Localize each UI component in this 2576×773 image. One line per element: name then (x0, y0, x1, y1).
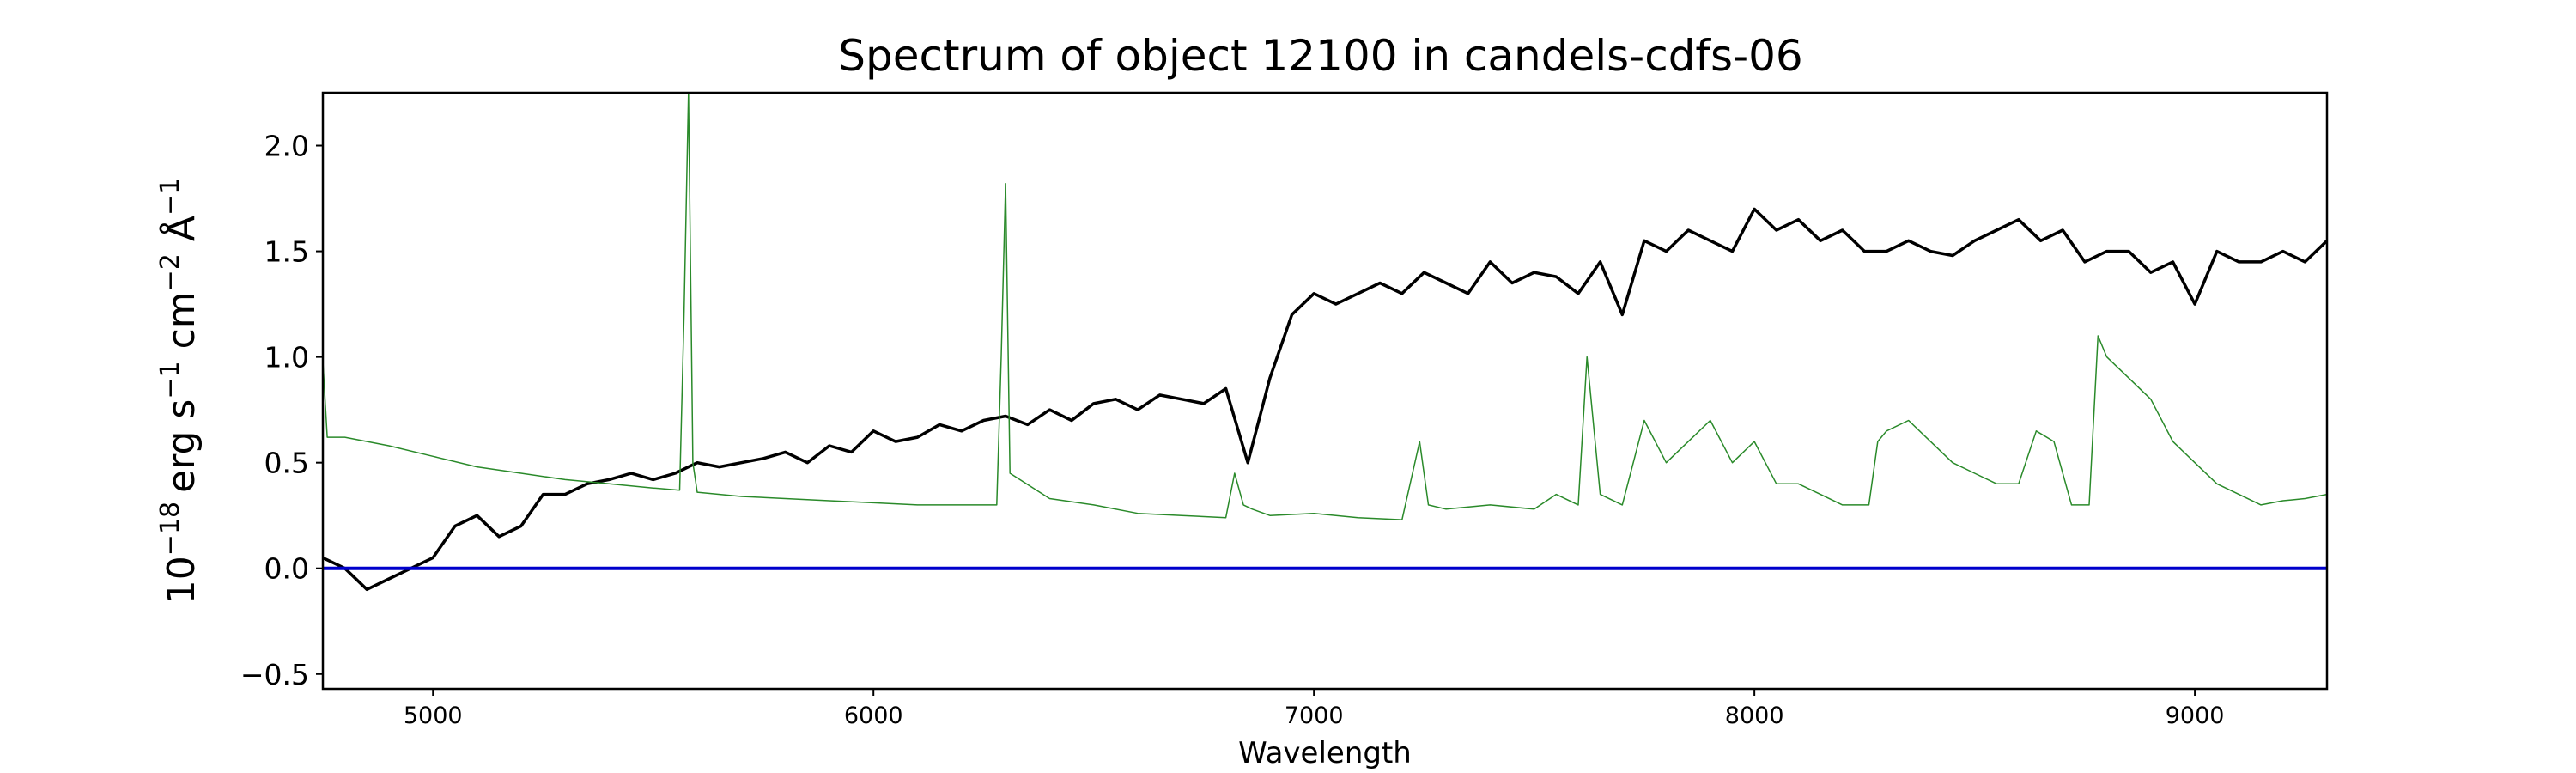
y-axis-label-cm: cm (160, 291, 204, 361)
y-axis-label-a-exp: −1 (155, 178, 185, 216)
x-tick-label: 5000 (404, 703, 463, 729)
series-line-error (323, 93, 2327, 520)
chart-title: Spectrum of object 12100 in candels-cdfs… (838, 31, 1803, 81)
x-tick-label: 6000 (844, 703, 903, 729)
y-axis-label-prefix: 10 (160, 556, 204, 604)
y-axis-label-angstrom: Å (158, 216, 204, 253)
y-tick-label: −0.5 (240, 658, 309, 691)
y-tick-label: 0.0 (264, 552, 309, 586)
y-axis-label-cm-exp: −2 (155, 253, 185, 291)
x-axis-ticks: 5000 6000 7000 8000 9000 (404, 689, 2225, 729)
series-line-flux (323, 207, 2327, 592)
series-layer (323, 93, 2327, 592)
y-tick-label: 0.5 (264, 447, 309, 480)
y-axis-label: 10−18erg s−1 cm−2 Å−1 (155, 178, 204, 604)
x-tick-label: 9000 (2166, 703, 2225, 729)
y-axis-ticks: −0.5 0.0 0.5 1.0 1.5 2.0 (240, 130, 323, 691)
x-tick-label: 8000 (1725, 703, 1784, 729)
y-tick-label: 2.0 (264, 130, 309, 163)
y-tick-label: 1.0 (264, 341, 309, 374)
plot-frame (321, 91, 2329, 691)
x-axis-label: Wavelength (1238, 736, 1412, 770)
y-tick-label: 1.5 (264, 235, 309, 269)
y-axis-label-s-exp: −1 (155, 361, 185, 399)
plot-area (321, 91, 2329, 691)
x-tick-label: 7000 (1285, 703, 1344, 729)
y-axis-label-units: erg s (160, 399, 204, 493)
y-axis-label-exponent: −18 (155, 502, 185, 556)
